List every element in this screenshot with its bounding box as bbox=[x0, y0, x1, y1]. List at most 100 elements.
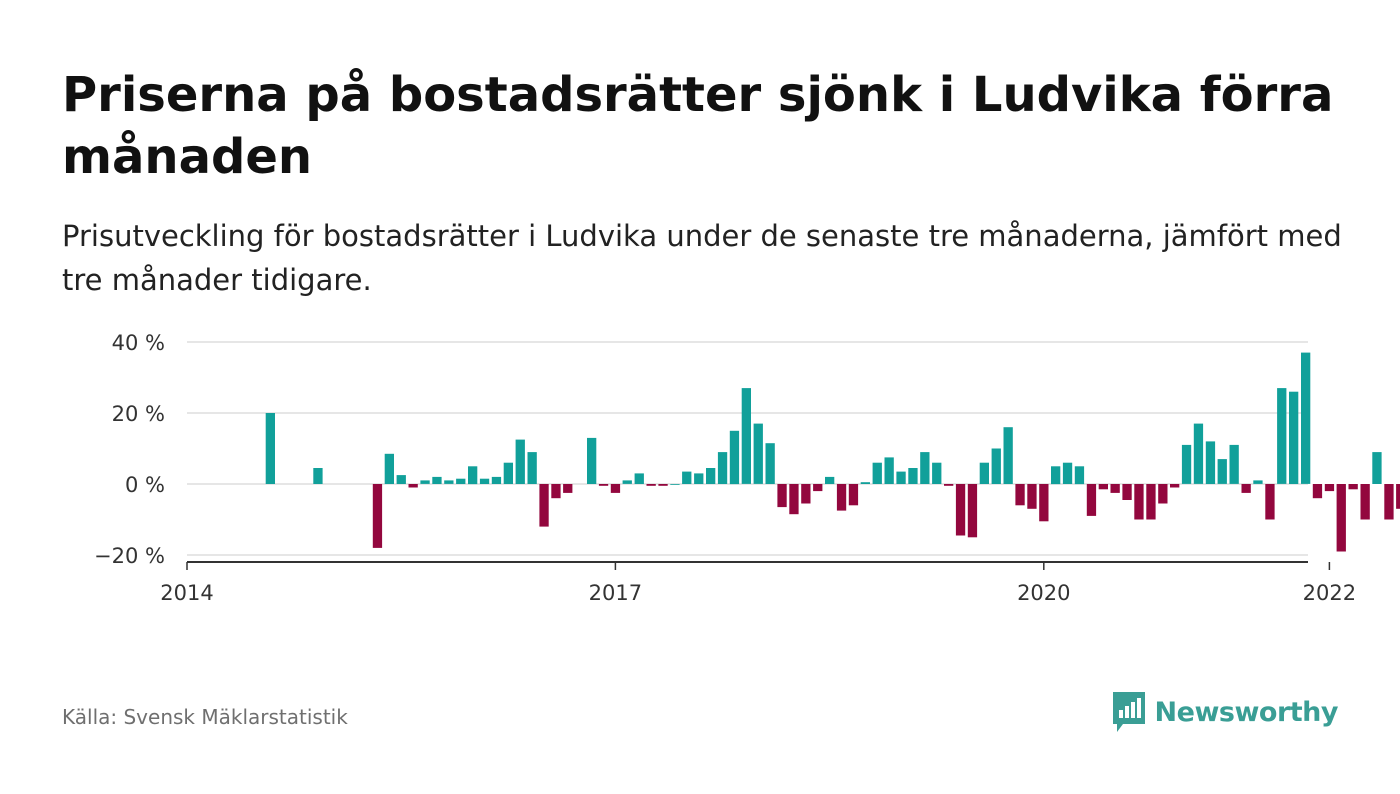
bar-negative bbox=[944, 484, 954, 486]
bar-positive bbox=[491, 476, 502, 484]
bar-positive bbox=[825, 476, 835, 484]
bar-negative bbox=[1098, 484, 1108, 490]
bar-positive bbox=[860, 482, 870, 484]
bar-positive bbox=[932, 462, 942, 484]
bar-positive bbox=[717, 452, 728, 484]
bar-positive bbox=[396, 475, 406, 484]
bar-positive bbox=[682, 471, 692, 484]
bar-negative bbox=[1134, 484, 1144, 520]
bar-negative bbox=[1158, 484, 1168, 504]
bar-negative bbox=[1170, 484, 1180, 488]
bar-positive bbox=[1205, 441, 1216, 484]
bar-positive bbox=[634, 473, 644, 484]
bar-negative bbox=[1039, 484, 1049, 522]
bar-positive bbox=[265, 413, 275, 484]
x-axis bbox=[186, 561, 1331, 570]
bar-positive bbox=[872, 462, 882, 484]
x-tick-label: 2020 bbox=[1017, 581, 1070, 605]
bar-positive bbox=[1289, 391, 1299, 484]
bar-negative bbox=[789, 484, 799, 515]
bar-negative bbox=[1241, 484, 1251, 493]
bar-positive bbox=[729, 430, 740, 485]
bar-positive bbox=[384, 453, 394, 484]
bar-positive bbox=[1301, 352, 1311, 484]
source-note: Källa: Svensk Mäklarstatistik bbox=[62, 705, 348, 729]
bar-positive bbox=[741, 388, 751, 484]
bar-negative bbox=[408, 484, 418, 488]
bar-positive bbox=[753, 423, 763, 484]
bar-negative bbox=[1146, 484, 1156, 520]
bar-positive bbox=[1062, 462, 1073, 484]
bar-positive bbox=[503, 462, 513, 484]
x-tick-label: 2017 bbox=[589, 581, 642, 605]
bar-positive bbox=[468, 466, 478, 485]
bar-positive bbox=[1051, 466, 1061, 485]
bar-negative bbox=[1348, 484, 1358, 490]
bar-positive bbox=[1003, 427, 1013, 484]
bar-negative bbox=[646, 484, 656, 486]
chart-title: Priserna på bostadsrätter sjönk i Ludvik… bbox=[62, 67, 1334, 185]
bar-negative bbox=[1312, 484, 1323, 499]
bar-negative bbox=[1324, 484, 1335, 492]
bar-positive bbox=[527, 452, 537, 484]
bar-positive bbox=[1277, 388, 1287, 484]
bar-positive bbox=[1193, 423, 1204, 484]
bar-negative bbox=[836, 484, 847, 511]
bar-positive bbox=[587, 437, 597, 484]
bar-positive bbox=[456, 478, 466, 484]
bar-positive bbox=[991, 448, 1001, 484]
bar-negative bbox=[658, 484, 668, 486]
bar-negative bbox=[967, 484, 978, 538]
bar-positive bbox=[694, 473, 704, 484]
bar-negative bbox=[1336, 484, 1346, 552]
bar-negative bbox=[1110, 484, 1120, 493]
bar-negative bbox=[813, 484, 823, 492]
bar-negative bbox=[539, 484, 549, 527]
brand-name: Newsworthy bbox=[1154, 696, 1339, 728]
bar-negative bbox=[955, 484, 966, 536]
bar-positive bbox=[515, 439, 525, 484]
bar-negative bbox=[598, 484, 609, 486]
y-tick-label: −20 % bbox=[94, 544, 165, 568]
bar-negative bbox=[1086, 484, 1097, 516]
brand-logo[interactable]: Newsworthy bbox=[1111, 690, 1339, 734]
bar-negative bbox=[610, 484, 621, 493]
bar-positive bbox=[765, 443, 775, 484]
bar-positive bbox=[622, 480, 632, 484]
bar-positive bbox=[908, 468, 918, 484]
bar-positive bbox=[420, 480, 430, 484]
bar-negative bbox=[801, 484, 811, 504]
y-tick-label: 20 % bbox=[112, 402, 165, 426]
bar-positive bbox=[670, 484, 680, 485]
bar-positive bbox=[444, 480, 454, 484]
bar-positive bbox=[884, 457, 894, 484]
bar-positive bbox=[920, 452, 930, 484]
bar-positive bbox=[896, 471, 906, 484]
bars bbox=[265, 352, 1400, 552]
bar-negative bbox=[1265, 484, 1275, 520]
bar-positive bbox=[979, 462, 989, 484]
bar-positive bbox=[1372, 452, 1382, 484]
y-tick-label: 40 % bbox=[112, 331, 165, 355]
x-tick-label: 2022 bbox=[1303, 581, 1356, 605]
bar-negative bbox=[1015, 484, 1025, 506]
bar-negative bbox=[372, 484, 383, 548]
bar-negative bbox=[1027, 484, 1037, 509]
bar-negative bbox=[563, 484, 573, 493]
bar-negative bbox=[551, 484, 561, 499]
bar-negative bbox=[1360, 484, 1370, 520]
newsworthy-logo-icon bbox=[1112, 692, 1145, 732]
bar-positive bbox=[1229, 444, 1239, 484]
bar-positive bbox=[432, 476, 442, 484]
bar-positive bbox=[1181, 444, 1192, 484]
bar-negative bbox=[1384, 484, 1394, 520]
bar-negative bbox=[777, 484, 787, 508]
bar-positive bbox=[1217, 459, 1227, 484]
y-tick-label: 0 % bbox=[125, 473, 165, 497]
bar-negative bbox=[1122, 484, 1132, 500]
bar-positive bbox=[313, 468, 323, 484]
x-tick-label: 2014 bbox=[160, 581, 213, 605]
bar-positive bbox=[706, 468, 716, 484]
